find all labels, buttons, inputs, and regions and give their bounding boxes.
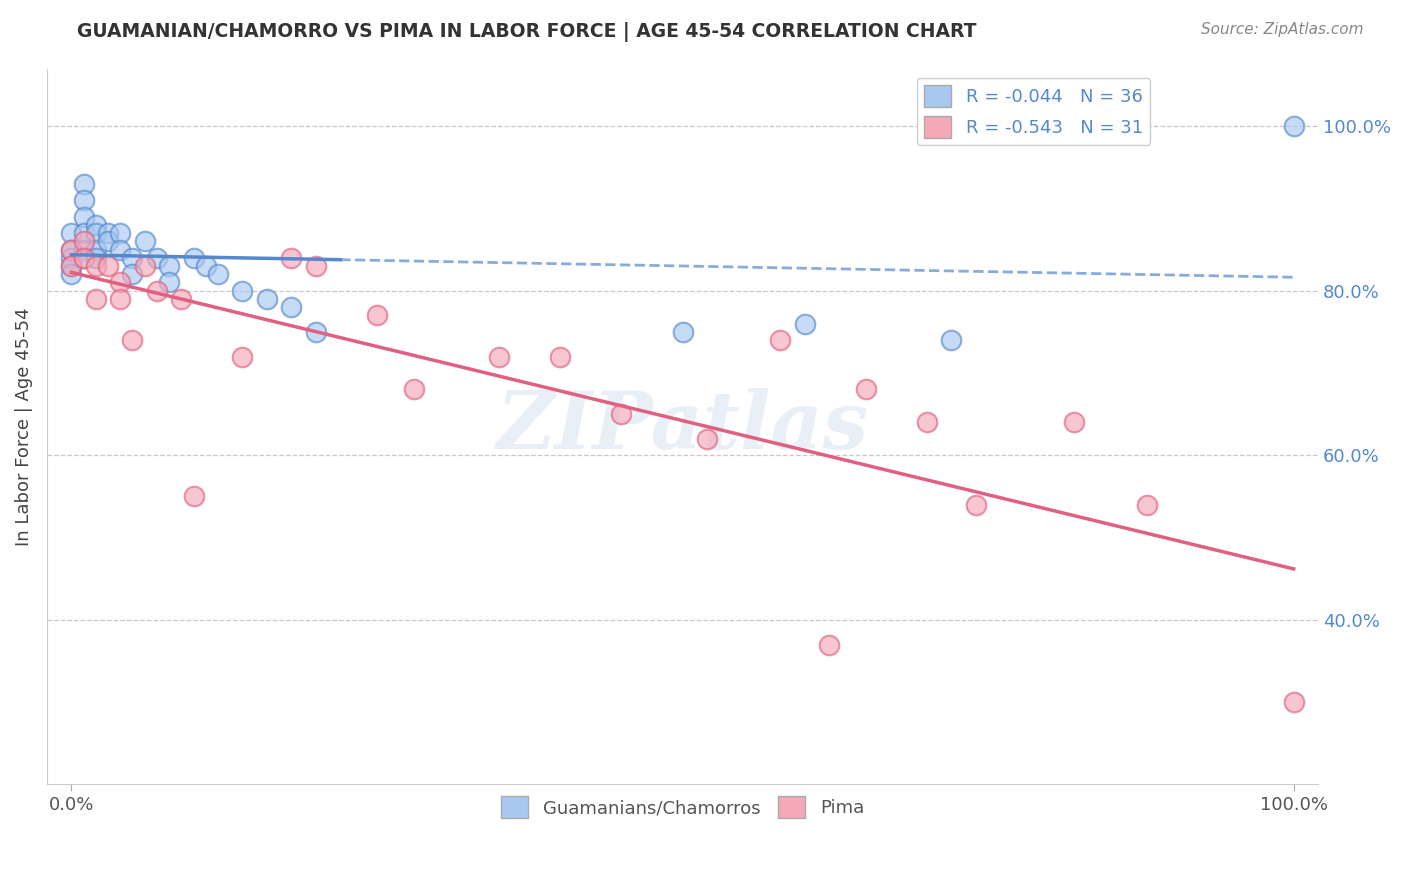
Point [60,251,83,265]
Point [84,226,107,240]
Point [60,243,83,257]
Point [134,235,156,249]
Point [280,251,302,265]
Point [60,267,83,281]
Point [855,383,877,397]
Point [97,235,120,249]
Point [84,251,107,265]
Point [97,259,120,273]
Point [671,325,693,339]
Text: GUAMANIAN/CHAMORRO VS PIMA IN LABOR FORCE | AGE 45-54 CORRELATION CHART: GUAMANIAN/CHAMORRO VS PIMA IN LABOR FORC… [77,22,977,42]
Point [110,276,132,290]
Point [72,226,94,240]
Point [72,193,94,207]
Point [305,325,328,339]
Point [60,243,83,257]
Point [1282,119,1305,133]
Point [121,267,143,281]
Point [97,226,120,240]
Point [110,226,132,240]
Point [1282,695,1305,709]
Point [84,259,107,273]
Point [548,350,571,364]
Point [488,350,510,364]
Point [157,276,180,290]
Point [965,498,987,512]
Point [121,251,143,265]
Point [72,251,94,265]
Point [183,251,205,265]
Point [1136,498,1159,512]
Point [231,350,253,364]
Point [110,243,132,257]
Point [769,333,792,347]
Point [818,638,841,652]
Point [72,210,94,224]
Point [121,333,143,347]
Point [207,267,229,281]
Point [402,383,425,397]
Point [610,407,633,421]
Point [256,292,278,306]
Point [72,243,94,257]
Point [231,284,253,298]
Point [84,218,107,232]
Point [72,177,94,191]
Point [1063,415,1085,429]
Text: Source: ZipAtlas.com: Source: ZipAtlas.com [1201,22,1364,37]
Point [110,292,132,306]
Point [915,415,938,429]
Point [146,251,169,265]
Point [183,490,205,504]
Point [280,300,302,314]
Point [194,259,217,273]
Point [157,259,180,273]
Point [60,259,83,273]
Point [305,259,328,273]
Y-axis label: In Labor Force | Age 45-54: In Labor Force | Age 45-54 [15,307,32,546]
Point [84,292,107,306]
Point [941,333,963,347]
Point [146,284,169,298]
Point [72,235,94,249]
Point [793,317,815,331]
Point [60,226,83,240]
Text: ZIPatlas: ZIPatlas [496,388,869,466]
Point [60,259,83,273]
Point [134,259,156,273]
Point [696,432,718,446]
Point [170,292,193,306]
Point [84,243,107,257]
Point [366,309,388,323]
Legend: Guamanians/Chamorros, Pima: Guamanians/Chamorros, Pima [494,789,872,825]
Point [72,251,94,265]
